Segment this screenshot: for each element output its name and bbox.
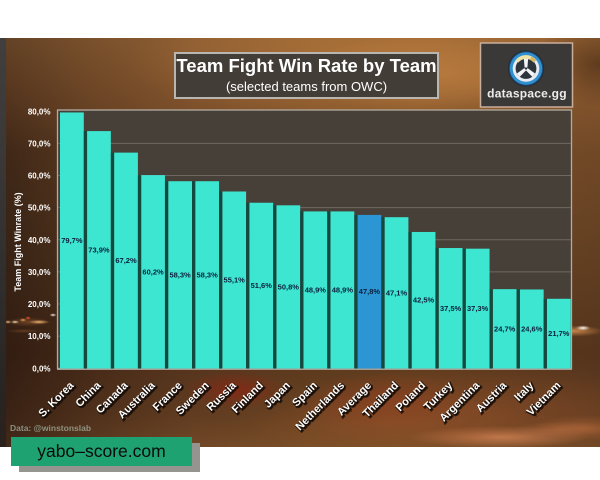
svg-text:70,0%: 70,0% [28, 139, 51, 148]
svg-text:60,2%: 60,2% [142, 267, 164, 276]
svg-text:37,3%: 37,3% [467, 304, 489, 313]
svg-text:51,6%: 51,6% [251, 281, 273, 290]
svg-text:30,0%: 30,0% [28, 268, 51, 277]
svg-text:S. Korea: S. Korea [36, 379, 77, 420]
svg-text:Poland: Poland [394, 380, 428, 414]
svg-text:21,7%: 21,7% [548, 329, 570, 338]
svg-text:Team Fight Win Rate by Team: Team Fight Win Rate by Team [176, 55, 436, 76]
svg-text:37,5%: 37,5% [440, 304, 462, 313]
svg-text:24,6%: 24,6% [521, 324, 543, 333]
svg-text:24,7%: 24,7% [494, 324, 516, 333]
svg-text:79,7%: 79,7% [61, 236, 83, 245]
svg-text:58,3%: 58,3% [169, 270, 191, 279]
svg-text:48,9%: 48,9% [332, 285, 354, 294]
svg-text:(selected teams from OWC): (selected teams from OWC) [226, 79, 387, 94]
svg-text:50,8%: 50,8% [278, 282, 300, 291]
svg-text:48,9%: 48,9% [305, 285, 327, 294]
svg-text:40,0%: 40,0% [28, 236, 51, 245]
svg-text:Data: @winstonslab: Data: @winstonslab [10, 423, 91, 433]
svg-text:67,2%: 67,2% [115, 256, 137, 265]
svg-text:yabo–score.com: yabo–score.com [37, 441, 165, 461]
svg-text:73,9%: 73,9% [88, 245, 110, 254]
svg-text:Austria: Austria [474, 379, 510, 415]
svg-text:42,5%: 42,5% [413, 296, 435, 305]
svg-text:dataspace.gg: dataspace.gg [487, 87, 567, 101]
svg-text:55,1%: 55,1% [224, 276, 246, 285]
svg-text:60,0%: 60,0% [28, 172, 51, 181]
svg-text:10,0%: 10,0% [28, 332, 51, 341]
svg-text:58,3%: 58,3% [197, 270, 219, 279]
svg-text:47,8%: 47,8% [359, 287, 381, 296]
svg-text:Team Fight Winrate (%): Team Fight Winrate (%) [13, 192, 23, 291]
svg-text:47,1%: 47,1% [386, 288, 408, 297]
svg-text:50,0%: 50,0% [28, 204, 51, 213]
svg-text:80,0%: 80,0% [28, 107, 51, 116]
svg-text:0,0%: 0,0% [32, 364, 50, 373]
svg-text:20,0%: 20,0% [28, 300, 51, 309]
svg-text:Japan: Japan [262, 379, 293, 410]
